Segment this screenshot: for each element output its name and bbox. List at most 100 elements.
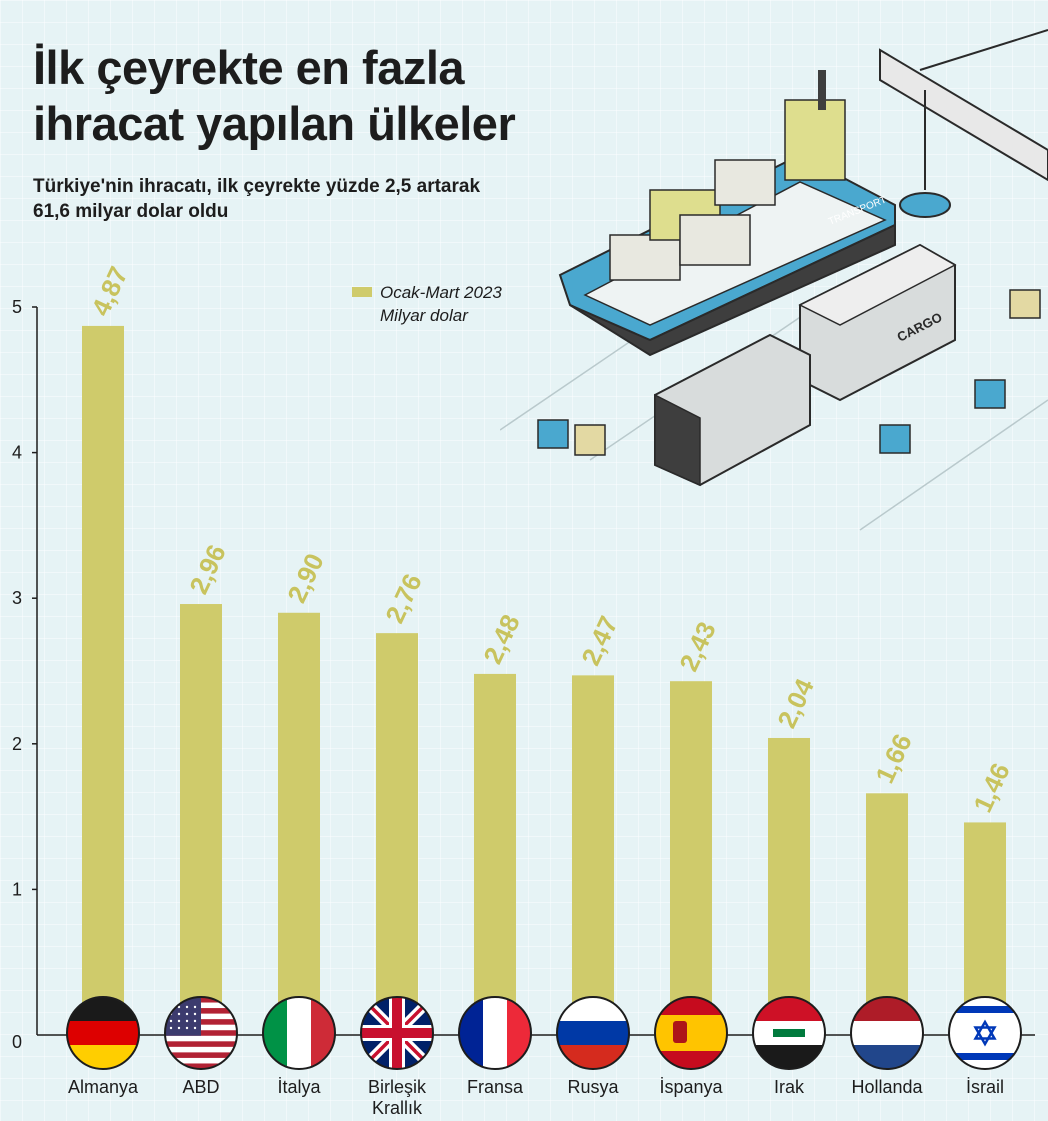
y-tick-label: 1 [12,879,22,899]
subtitle-line-1: Türkiye'nin ihracatı, ilk çeyrekte yüzde… [33,176,481,197]
flag-star [185,1005,189,1009]
france-flag [459,997,531,1069]
flag-stripe [67,1045,139,1069]
legend-series-name: Ocak-Mart 2023 [380,283,502,302]
uk-flag [361,997,433,1069]
y-tick-label: 2 [12,734,22,754]
flag-stripe [949,1006,1021,1013]
flag-outline [262,996,336,1070]
bar-value-label: 2,43 [673,617,722,676]
flag-stripe [311,997,335,1069]
flag-outline [458,996,532,1070]
flag-stripe [165,1046,237,1053]
title-line-1: İlk çeyrekte en fazla [33,41,465,94]
flag-star [169,1026,173,1030]
package-boxes-icon [537,289,1041,456]
legend-unit: Milyar dolar [380,306,468,325]
flag-star [169,1005,173,1009]
category-label: Rusya [567,1077,619,1097]
flag-outline [850,996,924,1070]
flag-outline [556,996,630,1070]
flag-cross [392,997,402,1069]
category-label-line: Krallık [372,1098,423,1118]
flag-star [193,1019,197,1023]
flag-stripe [753,1045,825,1069]
flag-stripe [67,997,139,1022]
category-label-line: İsrail [966,1077,1004,1097]
flag-stripe [753,997,825,1022]
category-label: Birleşik Krallık [368,1077,427,1118]
crane-icon [879,29,1048,218]
flag-stripe [165,1035,237,1042]
category-label-line: Birleşik [368,1077,427,1097]
bar [474,673,516,1035]
y-tick-label: 5 [12,297,22,317]
cargo-ship-icon: TRANSPORT [558,70,896,357]
bar-value-label: 2,96 [183,540,232,599]
category-label: İtalya [277,1077,321,1097]
flag-stripe [557,1045,629,1069]
flag-star [185,1012,189,1016]
bar-value-label: 1,66 [869,729,918,788]
category-label-line: Fransa [467,1077,524,1097]
flag-outline [66,996,140,1070]
y-tick-label: 4 [12,443,22,463]
bar [670,681,712,1035]
open-container-icon [654,333,811,487]
flag-star [177,1019,181,1023]
bar [866,793,908,1035]
flag-stripe [165,1057,237,1064]
bar [278,612,320,1035]
category-label: Fransa [467,1077,524,1097]
category-label: İspanya [659,1077,723,1097]
category-label: Irak [774,1077,805,1097]
flag-stripe [557,997,629,1022]
flag-star [185,1019,189,1023]
category-label-line: Almanya [68,1077,139,1097]
flag-outline [360,996,434,1070]
flag-stripe [483,997,508,1069]
bar [768,737,810,1035]
flag-stripe [459,997,484,1069]
flag-star [973,1026,997,1047]
y-tick-label: 0 [12,1032,22,1052]
category-label: ABD [182,1077,219,1097]
flag-emblem [773,1029,805,1037]
category-label-line: İtalya [277,1077,321,1097]
port-illustration: TRANSPORT CARGO [500,29,1048,531]
bar-value-label: 2,90 [281,549,330,608]
flag-stripe [851,997,923,1022]
bar-value-label: 1,46 [967,758,1016,817]
y-tick-label: 3 [12,588,22,608]
flag-star [973,1019,997,1040]
flag-stripe [287,997,312,1069]
bar [82,325,124,1036]
category-label-line: Rusya [567,1077,619,1097]
flag-stripe [851,1021,923,1046]
flag-stripe [557,1021,629,1046]
flag-star [177,1012,181,1016]
category-label: Hollanda [851,1077,923,1097]
flag-stripe [263,997,288,1069]
israel-flag [949,997,1021,1069]
category-label-line: ABD [182,1077,219,1097]
flag-stripe [655,1015,727,1051]
category-label-line: Irak [774,1077,805,1097]
flag-stripe [507,997,531,1069]
category-label-line: İspanya [659,1077,723,1097]
category-label-line: Hollanda [851,1077,923,1097]
usa-flag [165,997,237,1069]
category-label: İsrail [966,1077,1004,1097]
title-line-2: ihracat yapılan ülkeler [33,97,516,150]
flag-star [185,1026,189,1030]
flag-outline [752,996,826,1070]
page-subtitle: Türkiye'nin ihracatı, ilk çeyrekte yüzde… [33,174,480,224]
flag-stripe [165,1052,237,1059]
flag-outline [164,996,238,1070]
flag-outline [948,996,1022,1070]
bar [180,604,222,1035]
bar-value-label: 2,48 [477,610,526,669]
bar-value-label: 4,87 [85,262,134,321]
bar-value-label: 2,47 [575,611,624,670]
